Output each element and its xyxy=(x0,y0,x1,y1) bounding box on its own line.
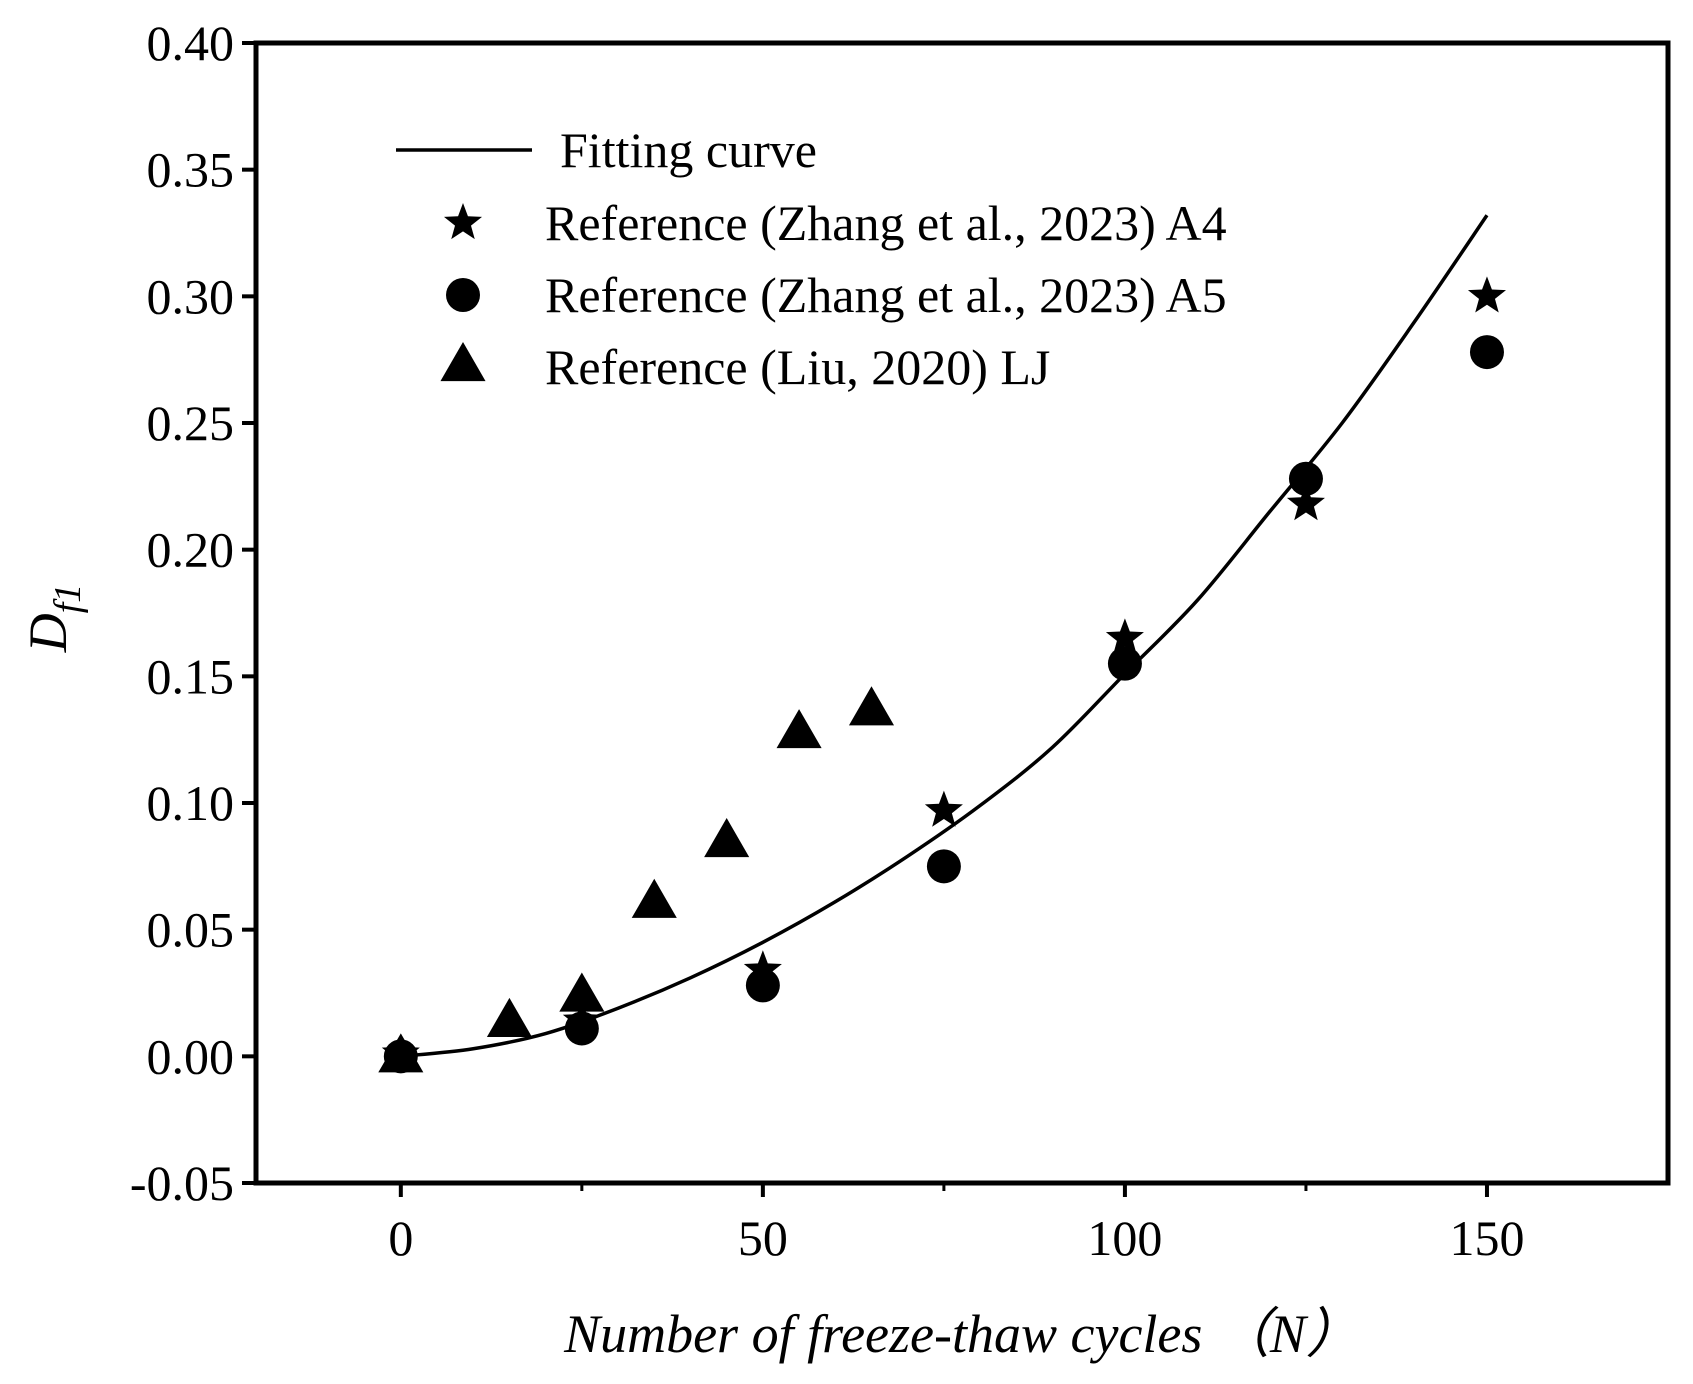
x-tick-label: 100 xyxy=(1087,1210,1162,1266)
y-axis-title-main: D xyxy=(18,613,78,653)
legend-label: Reference (Zhang et al., 2023) A4 xyxy=(545,195,1227,251)
triangle-point xyxy=(486,997,532,1037)
circle-point xyxy=(1107,646,1142,681)
triangle-point xyxy=(631,878,677,918)
triangle-point xyxy=(378,1033,424,1073)
triangle-point xyxy=(848,686,895,726)
star-point xyxy=(1286,484,1325,521)
y-tick-label: 0.15 xyxy=(147,648,235,704)
y-tick-label: 0.40 xyxy=(147,15,235,71)
fit-layer xyxy=(400,214,1489,1059)
x-axis: 0 50 100 150 xyxy=(388,1183,1524,1266)
x-tick-label: 0 xyxy=(388,1210,413,1266)
y-tick-label: 0.30 xyxy=(147,268,235,324)
x-tick-label: 50 xyxy=(738,1210,788,1266)
star-point xyxy=(743,950,782,987)
y-axis-title: Df1 xyxy=(18,584,89,654)
star-point xyxy=(1467,276,1506,313)
y-tick-label: 0.10 xyxy=(147,775,235,831)
triangle-point xyxy=(559,972,605,1012)
y-tick-label: -0.05 xyxy=(130,1155,234,1211)
triangle-point xyxy=(704,818,750,858)
legend-label: Reference (Zhang et al., 2023) A5 xyxy=(545,267,1227,323)
circle-point xyxy=(1288,461,1323,496)
star-point xyxy=(1105,618,1144,655)
legend: Fitting curve Reference (Zhang et al., 20… xyxy=(396,122,1227,395)
triangle-point xyxy=(776,709,822,749)
star-point xyxy=(924,790,963,827)
circle-point xyxy=(1469,335,1504,370)
legend-label: Fitting curve xyxy=(560,122,817,178)
circle-point xyxy=(926,849,961,884)
plot-frame xyxy=(253,40,1671,1186)
legend-triangle-swatch xyxy=(440,342,486,382)
y-tick-label: 0.00 xyxy=(147,1028,235,1084)
x-axis-title: Number of freeze-thaw cycles （N） xyxy=(563,1304,1360,1364)
y-tick-label: 0.35 xyxy=(147,142,235,198)
legend-label: Reference (Liu, 2020) LJ xyxy=(545,339,1050,395)
y-tick-label: 0.05 xyxy=(147,902,235,958)
circle-point xyxy=(745,968,780,1003)
y-axis: -0.05 0.00 0.05 0.10 0.15 0.20 0.25 0.30 0.35 0.4… xyxy=(130,15,256,1211)
y-tick-label: 0.20 xyxy=(147,522,235,578)
y-axis-title-subscript: f1 xyxy=(47,584,89,614)
x-tick-label: 150 xyxy=(1449,1210,1524,1266)
circle-point xyxy=(564,1011,599,1046)
y-tick-label: 0.25 xyxy=(147,395,235,451)
fitting-curve xyxy=(400,214,1489,1059)
legend-circle-swatch xyxy=(446,278,480,312)
data-marks xyxy=(378,276,1506,1074)
legend-star-swatch xyxy=(443,203,483,240)
